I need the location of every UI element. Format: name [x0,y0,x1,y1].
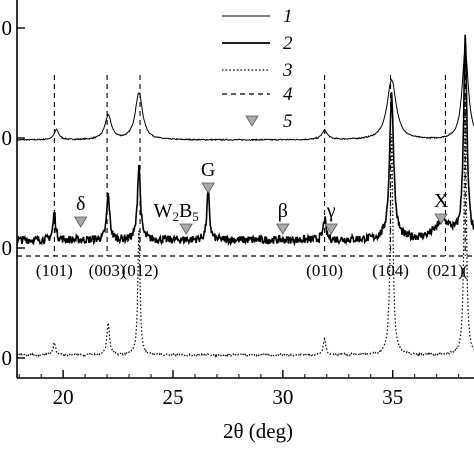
y-tick-label: 0 [2,16,13,40]
reflection-label: (010) [306,261,343,280]
reflection-label: (021) [427,261,464,280]
x-axis-title: 2θ (deg) [223,419,293,443]
phase-marker-label: G [201,159,215,181]
phase-marker-triangle [276,223,290,235]
reflection-label: (101) [36,261,73,280]
y-tick-label: 0 [2,126,13,150]
phase-marker-triangle [434,213,448,225]
x-tick-label: 35 [382,385,403,409]
reflection-label: (104) [372,261,409,280]
series-2-line [16,34,474,247]
phase-marker-label: β [278,200,288,222]
phase-marker-label: δ [76,193,85,215]
phase-marker-label: W2B5 [154,200,199,224]
legend-label: 4 [283,84,293,105]
reflection-label: (003) [89,261,126,280]
y-tick-label: 0 [2,346,13,370]
legend-label: 5 [283,111,293,132]
legend-marker-triangle [245,115,259,127]
series-1-line [16,48,474,142]
legend-label: 1 [283,6,293,27]
x-tick-label: 25 [162,385,183,409]
reflection-label: ( [462,261,468,280]
phase-marker-triangle [74,216,88,228]
legend-label: 3 [282,60,293,81]
phase-marker-triangle [179,223,193,235]
phase-marker-label: γ [326,200,336,222]
y-tick-label: 0 [2,236,13,260]
reflection-label: (012) [122,261,159,280]
phase-marker-label: X [434,190,449,212]
series-3-line [17,95,474,359]
legend-label: 2 [283,33,293,54]
phase-marker-triangle [201,182,215,194]
x-tick-label: 30 [272,385,293,409]
phase-marker-triangle [324,223,338,235]
x-tick-label: 20 [53,385,74,409]
